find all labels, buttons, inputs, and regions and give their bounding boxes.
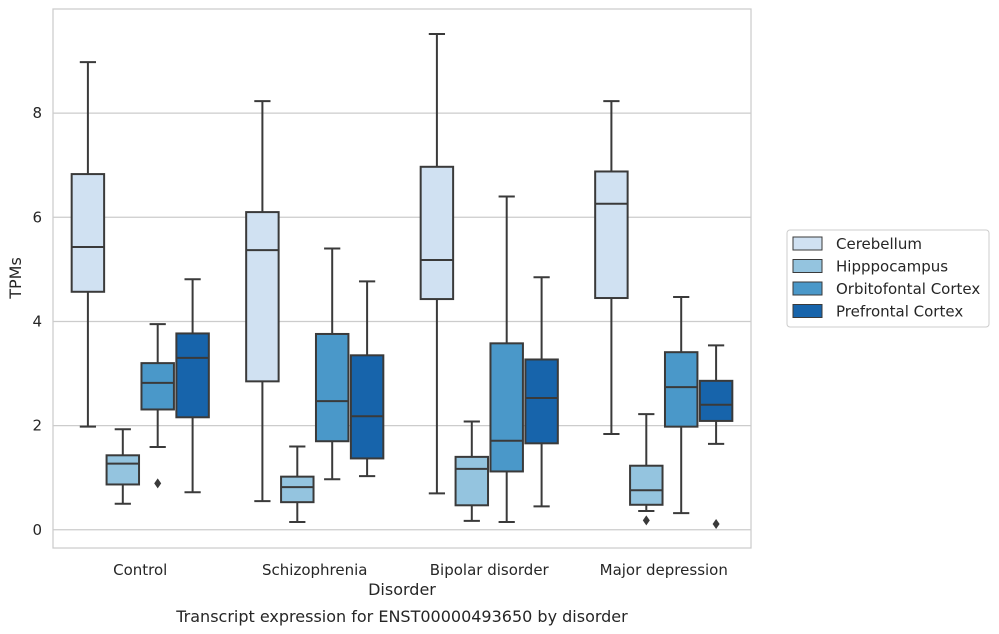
box-body [594, 170, 629, 300]
box-body [175, 332, 210, 419]
outlier-point [154, 478, 162, 489]
legend-swatch [792, 304, 823, 318]
legend-swatch [792, 281, 823, 296]
box [524, 276, 559, 508]
x-tick-label: Control [113, 561, 167, 579]
outlier-point [642, 515, 650, 526]
box-body [663, 351, 699, 428]
box [698, 344, 734, 530]
box-body [140, 362, 175, 411]
box [314, 247, 350, 481]
box-body [454, 455, 490, 507]
box [454, 420, 490, 522]
outlier-point [712, 519, 720, 530]
y-axis-label: TPMs [6, 257, 25, 300]
box-body [70, 173, 106, 293]
chart-caption: Transcript expression for ENST0000049365… [175, 607, 628, 626]
y-tick-label: 4 [32, 312, 42, 330]
box [70, 61, 106, 428]
y-gridlines [53, 112, 751, 531]
box-body [245, 211, 280, 383]
box [629, 413, 664, 526]
legend-label: Orbitofontal Cortex [836, 280, 980, 298]
box-body [524, 358, 559, 445]
box [594, 100, 629, 435]
y-tick-label: 2 [32, 417, 42, 435]
legend: Cerebellum Hipppocampus Orbitofontal Corte… [786, 229, 990, 328]
legend-label: Prefrontal Cortex [836, 303, 963, 321]
box-body [280, 475, 315, 504]
x-axis-label: Disorder [368, 580, 436, 599]
box [105, 428, 141, 505]
legend-label: Hipppocampus [836, 258, 948, 276]
box [349, 280, 385, 478]
y-tick-label: 6 [32, 208, 42, 226]
box-body [105, 454, 141, 486]
box-body [314, 332, 350, 443]
legend-swatch [792, 236, 823, 251]
box-body [419, 165, 455, 301]
box [245, 100, 280, 503]
box-body [698, 379, 734, 422]
box-body [349, 354, 385, 460]
x-tick-label: Schizophrenia [262, 561, 367, 579]
y-tick-label: 8 [32, 104, 42, 122]
box [663, 295, 699, 515]
legend-frame [786, 229, 990, 328]
legend-label: Cerebellum [836, 235, 922, 253]
x-tick-labels: Control Schizophrenia Bipolar disorder Majo… [113, 561, 728, 579]
plot-area [52, 8, 752, 549]
box [175, 278, 210, 494]
y-tick-label: 0 [32, 521, 42, 539]
box [419, 32, 455, 495]
box-body [629, 464, 664, 506]
box [140, 323, 175, 489]
x-tick-label: Major depression [600, 561, 728, 579]
box [489, 195, 524, 523]
y-tick-labels: 0 2 4 6 8 [32, 104, 42, 539]
box-body [489, 342, 524, 473]
legend-swatch [792, 259, 823, 273]
x-tick-label: Bipolar disorder [430, 561, 550, 579]
box-series [70, 32, 734, 530]
box [280, 445, 315, 523]
